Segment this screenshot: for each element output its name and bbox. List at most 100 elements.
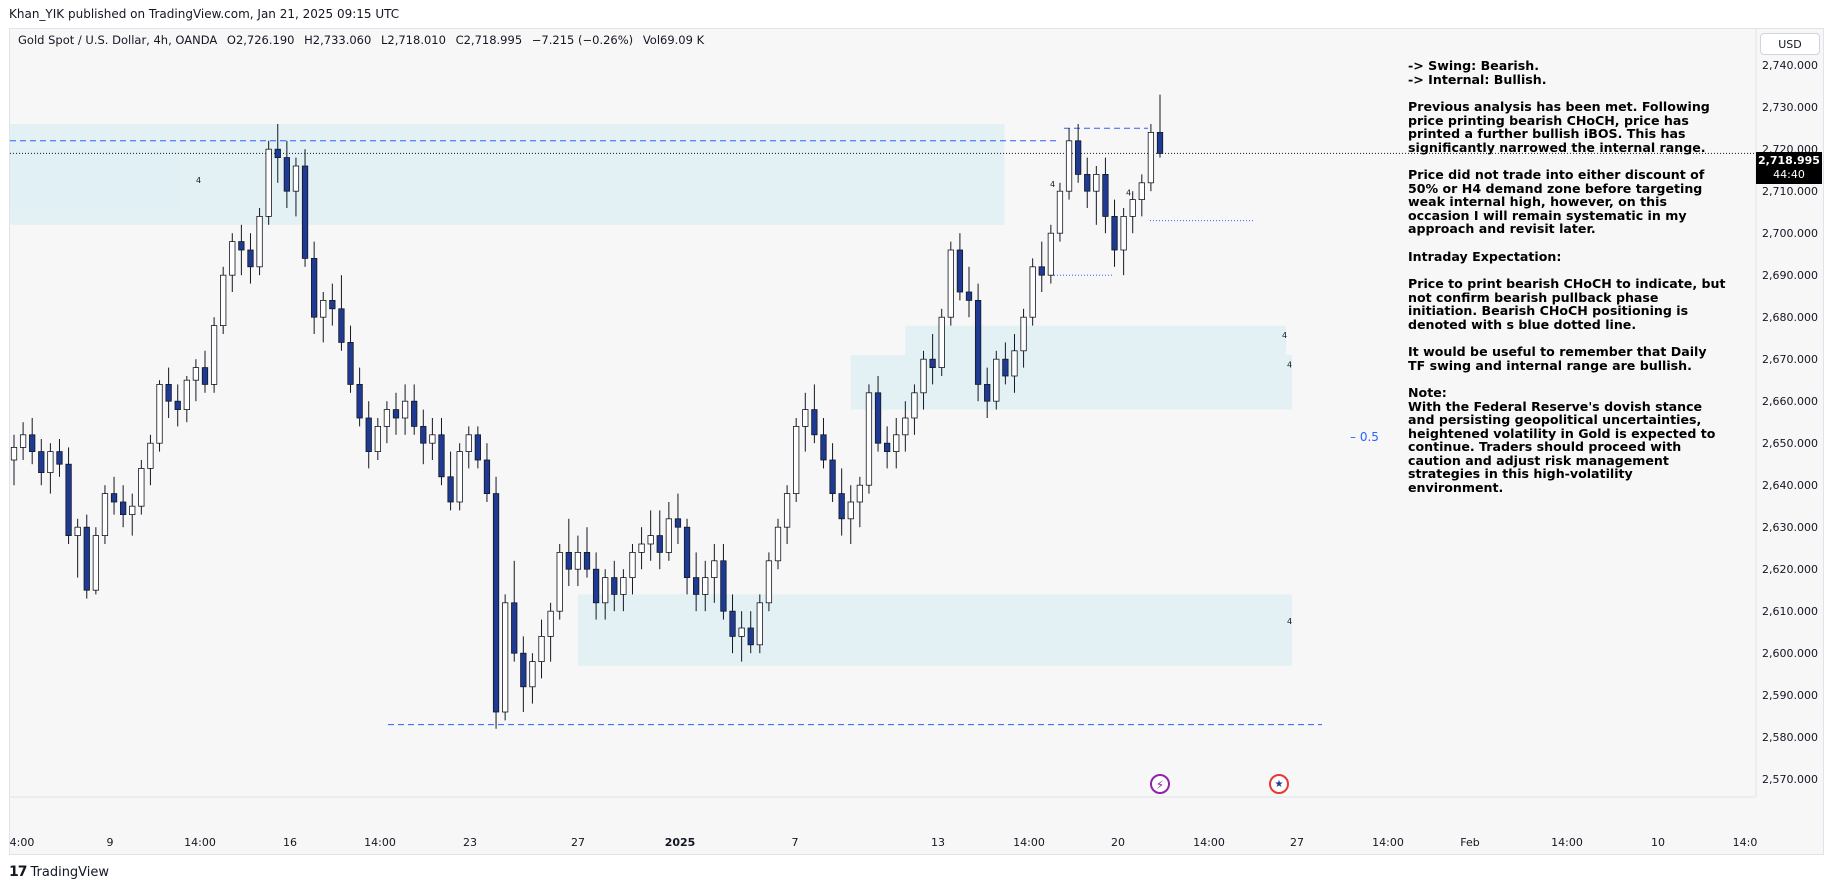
analysis-notes: -> Swing: Bearish. -> Internal: Bullish.… bbox=[1408, 59, 1728, 508]
time-tick-label: 20 bbox=[1111, 836, 1125, 849]
candle-body bbox=[347, 341, 354, 385]
published-header: Khan_YIK published on TradingView.com, J… bbox=[9, 7, 400, 21]
candle-body bbox=[611, 577, 618, 595]
candle-body bbox=[92, 535, 99, 591]
candle-body bbox=[820, 434, 827, 461]
candle-body bbox=[256, 215, 263, 268]
candle-body bbox=[120, 501, 127, 515]
time-tick-label: 14:00 bbox=[184, 836, 216, 849]
candle-body bbox=[365, 417, 372, 452]
candle-body bbox=[411, 400, 418, 427]
candle-body bbox=[547, 610, 554, 637]
price-change: −7.215 (−0.26%) bbox=[531, 33, 634, 47]
candle-body bbox=[456, 451, 463, 503]
candle-body bbox=[110, 493, 118, 503]
currency-button[interactable]: USD bbox=[1760, 33, 1820, 55]
candle-body bbox=[902, 417, 909, 436]
candle-body bbox=[138, 467, 145, 507]
time-tick-label: 4:00 bbox=[10, 836, 35, 849]
candle-body bbox=[565, 552, 572, 570]
candle-body bbox=[229, 241, 236, 276]
candle-body bbox=[301, 165, 309, 259]
candle-body bbox=[101, 493, 109, 537]
price-tick-label: 2,640.000 bbox=[1762, 479, 1818, 492]
candle-body bbox=[265, 148, 272, 217]
price-tick-label: 2,630.000 bbox=[1762, 521, 1818, 534]
candle-body bbox=[247, 249, 254, 268]
candle-body bbox=[1038, 266, 1045, 276]
candle-body bbox=[674, 518, 682, 528]
candle-body bbox=[165, 383, 172, 402]
zone-timeframe-label: 4 bbox=[196, 176, 201, 185]
demand-zone bbox=[577, 594, 1292, 666]
candle-body bbox=[947, 249, 954, 318]
candle-body bbox=[665, 518, 672, 553]
zone-timeframe-label: 4 bbox=[1282, 331, 1287, 340]
symbol-name[interactable]: Gold Spot / U.S. Dollar, 4h, OANDA bbox=[18, 33, 218, 47]
candle-body bbox=[238, 241, 245, 251]
candle-body bbox=[756, 602, 763, 646]
time-tick-label: 14:00 bbox=[1193, 836, 1225, 849]
price-tick-label: 2,620.000 bbox=[1762, 563, 1818, 576]
candle-body bbox=[793, 425, 800, 494]
time-tick-label: 27 bbox=[1290, 836, 1304, 849]
candle-body bbox=[538, 636, 545, 663]
candle-body bbox=[711, 560, 718, 578]
candle-body bbox=[874, 392, 882, 444]
candle-body bbox=[529, 661, 536, 688]
candle-body bbox=[274, 148, 281, 158]
price-tick-label: 2,690.000 bbox=[1762, 269, 1818, 282]
candle-body bbox=[329, 299, 336, 310]
candle-body bbox=[56, 451, 63, 465]
candle-body bbox=[429, 434, 436, 444]
candle-body bbox=[311, 257, 318, 318]
candle-body bbox=[829, 459, 836, 494]
candle-body bbox=[929, 358, 936, 369]
last-price-label: 2,718.995 44:40 bbox=[1756, 152, 1822, 184]
time-tick-label: 23 bbox=[463, 836, 477, 849]
candle-body bbox=[1111, 215, 1118, 251]
candle-body bbox=[974, 299, 982, 385]
time-tick-label: 14:00 bbox=[364, 836, 396, 849]
candle-body bbox=[420, 425, 427, 444]
candle-body bbox=[984, 383, 991, 402]
time-tick-label: 13 bbox=[931, 836, 945, 849]
candle-body bbox=[392, 409, 400, 419]
tradingview-logo[interactable]: 17 TradingView bbox=[9, 864, 109, 880]
last-price-value: 2,718.995 bbox=[1758, 154, 1820, 167]
candle-body bbox=[483, 459, 491, 494]
us-flag-icon[interactable]: ★ bbox=[1269, 774, 1289, 794]
candle-body bbox=[1156, 131, 1164, 154]
candle-body bbox=[465, 434, 472, 452]
candle-body bbox=[492, 493, 500, 713]
time-tick-label: Feb bbox=[1460, 836, 1479, 849]
demand-zone bbox=[905, 325, 1286, 355]
time-tick-label: 10 bbox=[1651, 836, 1665, 849]
candle-body bbox=[201, 367, 209, 385]
candle-body bbox=[147, 442, 154, 469]
candle-body bbox=[1020, 316, 1027, 352]
candle-body bbox=[838, 493, 845, 520]
price-tick-label: 2,710.000 bbox=[1762, 185, 1818, 198]
candle-body bbox=[647, 535, 654, 545]
tradingview-mark-icon: 17 bbox=[9, 864, 28, 880]
candle-body bbox=[1138, 182, 1145, 201]
zone-timeframe-label: 4 bbox=[1287, 617, 1292, 626]
ohlc-low: L2,718.010 bbox=[380, 33, 446, 47]
candle-body bbox=[656, 535, 663, 553]
candle-body bbox=[856, 484, 863, 503]
candle-body bbox=[474, 434, 481, 461]
price-tick-label: 2,570.000 bbox=[1762, 773, 1818, 786]
candle-body bbox=[1029, 266, 1036, 318]
lightning-icon[interactable]: ⚡ bbox=[1150, 774, 1170, 794]
price-tick-label: 2,680.000 bbox=[1762, 311, 1818, 324]
candle-body bbox=[10, 446, 18, 461]
candle-body bbox=[374, 425, 381, 452]
candle-body bbox=[1093, 173, 1100, 192]
candle-body bbox=[1065, 140, 1073, 192]
note-paragraph-3: Intraday Expectation: bbox=[1408, 248, 1562, 264]
candle-body bbox=[729, 610, 736, 637]
candle-body bbox=[884, 442, 891, 453]
candle-body bbox=[911, 392, 918, 419]
